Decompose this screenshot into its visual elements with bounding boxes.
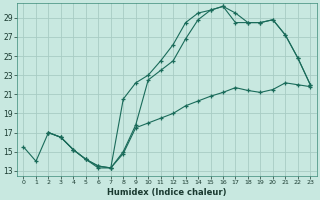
X-axis label: Humidex (Indice chaleur): Humidex (Indice chaleur) — [107, 188, 227, 197]
